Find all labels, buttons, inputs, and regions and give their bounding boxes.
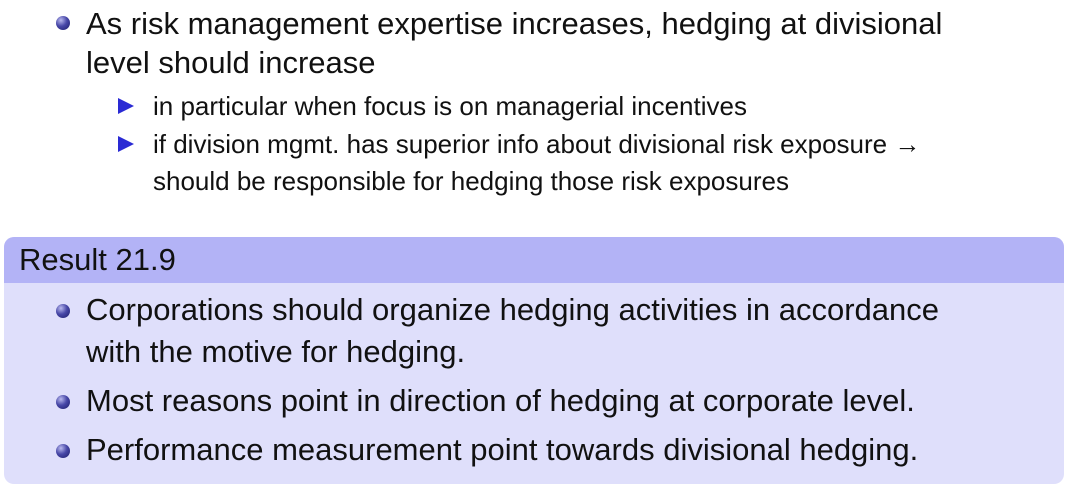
item-text-line: with the motive for hedging. [86,334,466,369]
ball-bullet-icon [56,395,70,409]
triangle-bullet-icon [118,136,134,152]
subitem-text-line: should be responsible for hedging those … [153,166,789,196]
item-text-line: As risk management expertise increases, … [86,6,943,41]
item-text-line: Most reasons point in direction of hedgi… [86,383,915,418]
item-text-line: Corporations should organize hedging act… [86,292,940,327]
item-text-line: level should increase [86,45,376,80]
triangle-bullet-icon [118,98,134,114]
ball-bullet-icon [56,16,70,30]
block-header: Result 21.9 [4,237,1064,283]
subitem-text-line: in particular when focus is on manageria… [153,91,747,121]
ball-bullet-icon [56,444,70,458]
item-text-line: Performance measurement point towards di… [86,432,919,467]
ball-bullet-icon [56,304,70,318]
subitem-text-line: if division mgmt. has superior info abou… [153,129,921,159]
block-title: Result 21.9 [19,242,176,277]
result-block: Result 21.9 Corporations should organize… [4,237,1064,484]
